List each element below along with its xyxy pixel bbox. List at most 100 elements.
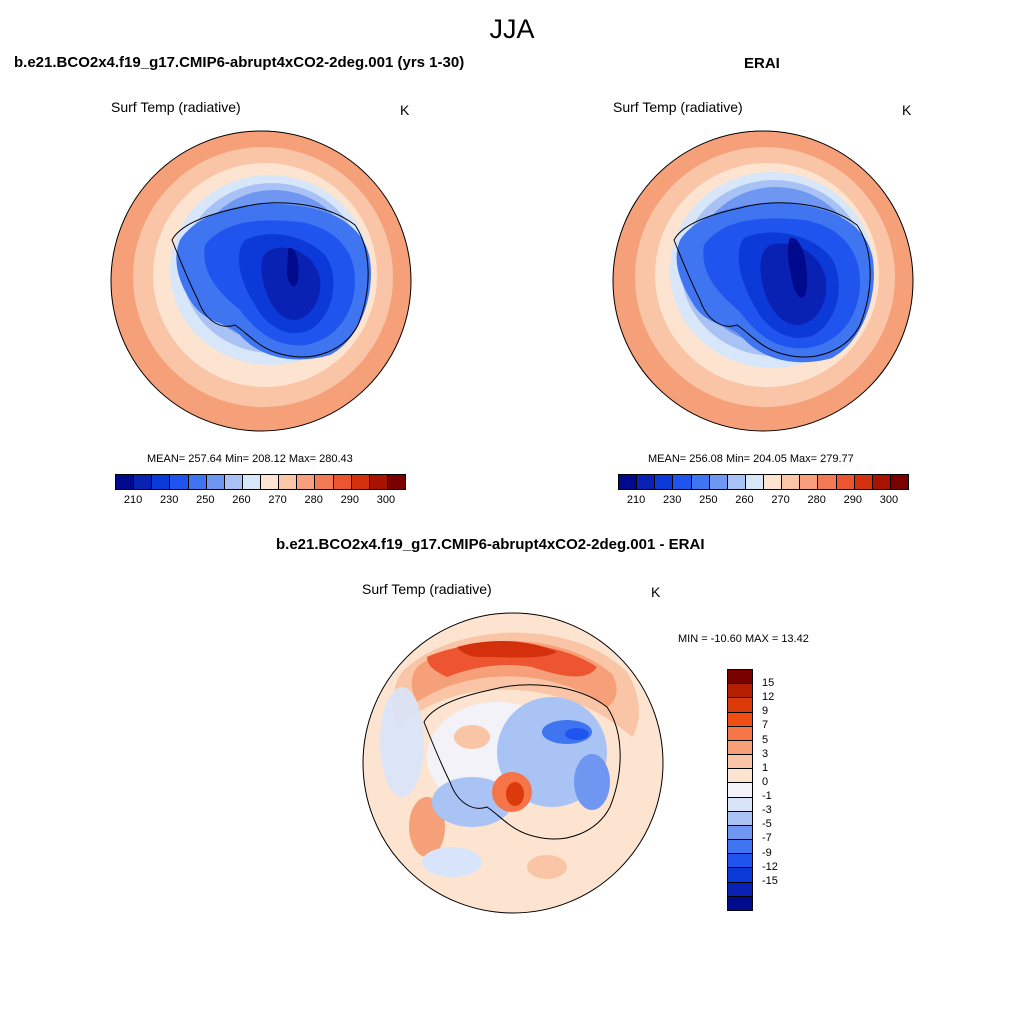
colorbar-tick-label: 300 (879, 494, 899, 506)
panel1-map (110, 130, 412, 432)
colorbar-swatch (728, 684, 752, 699)
colorbar-swatch (315, 475, 334, 489)
panel3-map (362, 612, 664, 914)
panel3-variable: Surf Temp (radiative) (362, 581, 492, 597)
panel3-units: K (651, 584, 661, 600)
panel2-map (612, 130, 914, 432)
colorbar-swatch (152, 475, 171, 489)
colorbar-tick-label: 290 (843, 494, 862, 506)
colorbar-tick-label: 260 (735, 494, 754, 506)
colorbar-swatch (800, 475, 819, 489)
colorbar-swatch (728, 698, 752, 713)
colorbar-tick-label: -9 (762, 846, 772, 859)
colorbar-swatch (890, 475, 908, 489)
panel1-colorbar-ticks: 210 230 250 260 270 280 290 300 (115, 494, 404, 508)
colorbar-tick-label: 15 (762, 677, 775, 690)
colorbar-swatch (224, 475, 243, 489)
panel2-stats: MEAN= 256.08 Min= 204.05 Max= 279.77 (648, 453, 854, 465)
panel1-title: b.e21.BCO2x4.f19_g17.CMIP6-abrupt4xCO2-2… (14, 54, 465, 71)
colorbar-swatch (134, 475, 153, 489)
colorbar-tick-label: 300 (376, 494, 396, 506)
colorbar-swatch (242, 475, 261, 489)
colorbar-swatch (728, 868, 752, 883)
colorbar-swatch (261, 475, 280, 489)
colorbar-swatch (673, 475, 692, 489)
panel2-colorbar-ticks: 210 230 250 260 270 280 290 300 (618, 494, 907, 508)
panel1-variable: Surf Temp (radiative) (111, 99, 241, 115)
colorbar-swatch (728, 825, 752, 841)
colorbar-swatch (728, 769, 752, 784)
colorbar-tick-label: 250 (699, 494, 718, 506)
colorbar-swatch (637, 475, 656, 489)
colorbar-swatch (728, 896, 752, 910)
colorbar-swatch (728, 797, 752, 812)
colorbar-tick-label: -5 (762, 818, 772, 831)
colorbar-swatch (351, 475, 370, 489)
colorbar-tick-label: 250 (196, 494, 215, 506)
colorbar-swatch (116, 475, 135, 489)
figure-title: JJA (489, 14, 535, 44)
colorbar-swatch (854, 475, 873, 489)
colorbar-tick-label: 210 (123, 494, 143, 506)
colorbar-swatch (872, 475, 891, 489)
colorbar-tick-label: 9 (762, 705, 769, 718)
colorbar-tick-label: 210 (626, 494, 646, 506)
colorbar-swatch (728, 755, 752, 770)
colorbar-swatch (728, 854, 752, 869)
colorbar-tick-label: 1 (762, 761, 769, 774)
colorbar-tick-label: 260 (232, 494, 251, 506)
panel3-stats: MIN = -10.60 MAX = 13.42 (678, 633, 809, 645)
colorbar-swatch (728, 740, 752, 756)
colorbar-swatch (333, 475, 352, 489)
colorbar-tick-label: 3 (762, 747, 769, 760)
colorbar-swatch (727, 475, 746, 489)
colorbar-tick-label: 270 (771, 494, 790, 506)
colorbar-swatch (691, 475, 710, 489)
colorbar-swatch (387, 475, 405, 489)
colorbar-tick-label: -12 (762, 860, 778, 873)
colorbar-swatch (279, 475, 298, 489)
colorbar-tick-label: 7 (762, 719, 769, 732)
colorbar-tick-label: 0 (762, 775, 769, 788)
panel3-title: b.e21.BCO2x4.f19_g17.CMIP6-abrupt4xCO2-2… (276, 536, 705, 553)
colorbar-tick-label: -1 (762, 790, 772, 803)
panel3-colorbar-ticks: 15 12 9 7 5 3 1 0 -1 -3 -5 -7 -9 -12 -15 (0, 0, 1024, 887)
colorbar-swatch (297, 475, 316, 489)
colorbar-tick-label: 270 (268, 494, 287, 506)
panel2-variable: Surf Temp (radiative) (613, 99, 743, 115)
colorbar-swatch (369, 475, 388, 489)
colorbar-swatch (728, 726, 752, 741)
panel2-title: ERAI (744, 55, 780, 72)
colorbar-swatch (728, 783, 752, 798)
colorbar-swatch (206, 475, 225, 489)
colorbar-swatch (728, 882, 752, 897)
colorbar-swatch (728, 712, 752, 727)
colorbar-tick-label: 230 (160, 494, 179, 506)
colorbar-swatch (709, 475, 728, 489)
colorbar-tick-label: 12 (762, 691, 775, 704)
colorbar-swatch (728, 840, 752, 855)
colorbar-swatch (745, 475, 764, 489)
colorbar-swatch (619, 475, 638, 489)
colorbar-swatch (170, 475, 189, 489)
panel1-units: K (400, 102, 410, 118)
colorbar-tick-label: -15 (762, 874, 778, 887)
panel2-colorbar (618, 474, 909, 490)
colorbar-tick-label: 5 (762, 733, 769, 746)
colorbar-swatch (728, 811, 752, 826)
colorbar-swatch (782, 475, 801, 489)
colorbar-tick-label: 280 (807, 494, 826, 506)
panel1-colorbar (115, 474, 406, 490)
colorbar-swatch (188, 475, 207, 489)
colorbar-tick-label: -3 (762, 804, 772, 817)
panel1-stats: MEAN= 257.64 Min= 208.12 Max= 280.43 (147, 453, 353, 465)
colorbar-swatch (655, 475, 674, 489)
colorbar-swatch (764, 475, 783, 489)
colorbar-tick-label: -7 (762, 832, 772, 845)
colorbar-tick-label: 280 (304, 494, 323, 506)
colorbar-swatch (818, 475, 837, 489)
colorbar-swatch (728, 670, 752, 685)
panel3-colorbar (727, 669, 753, 911)
colorbar-tick-label: 290 (340, 494, 359, 506)
panel2-units: K (902, 102, 912, 118)
